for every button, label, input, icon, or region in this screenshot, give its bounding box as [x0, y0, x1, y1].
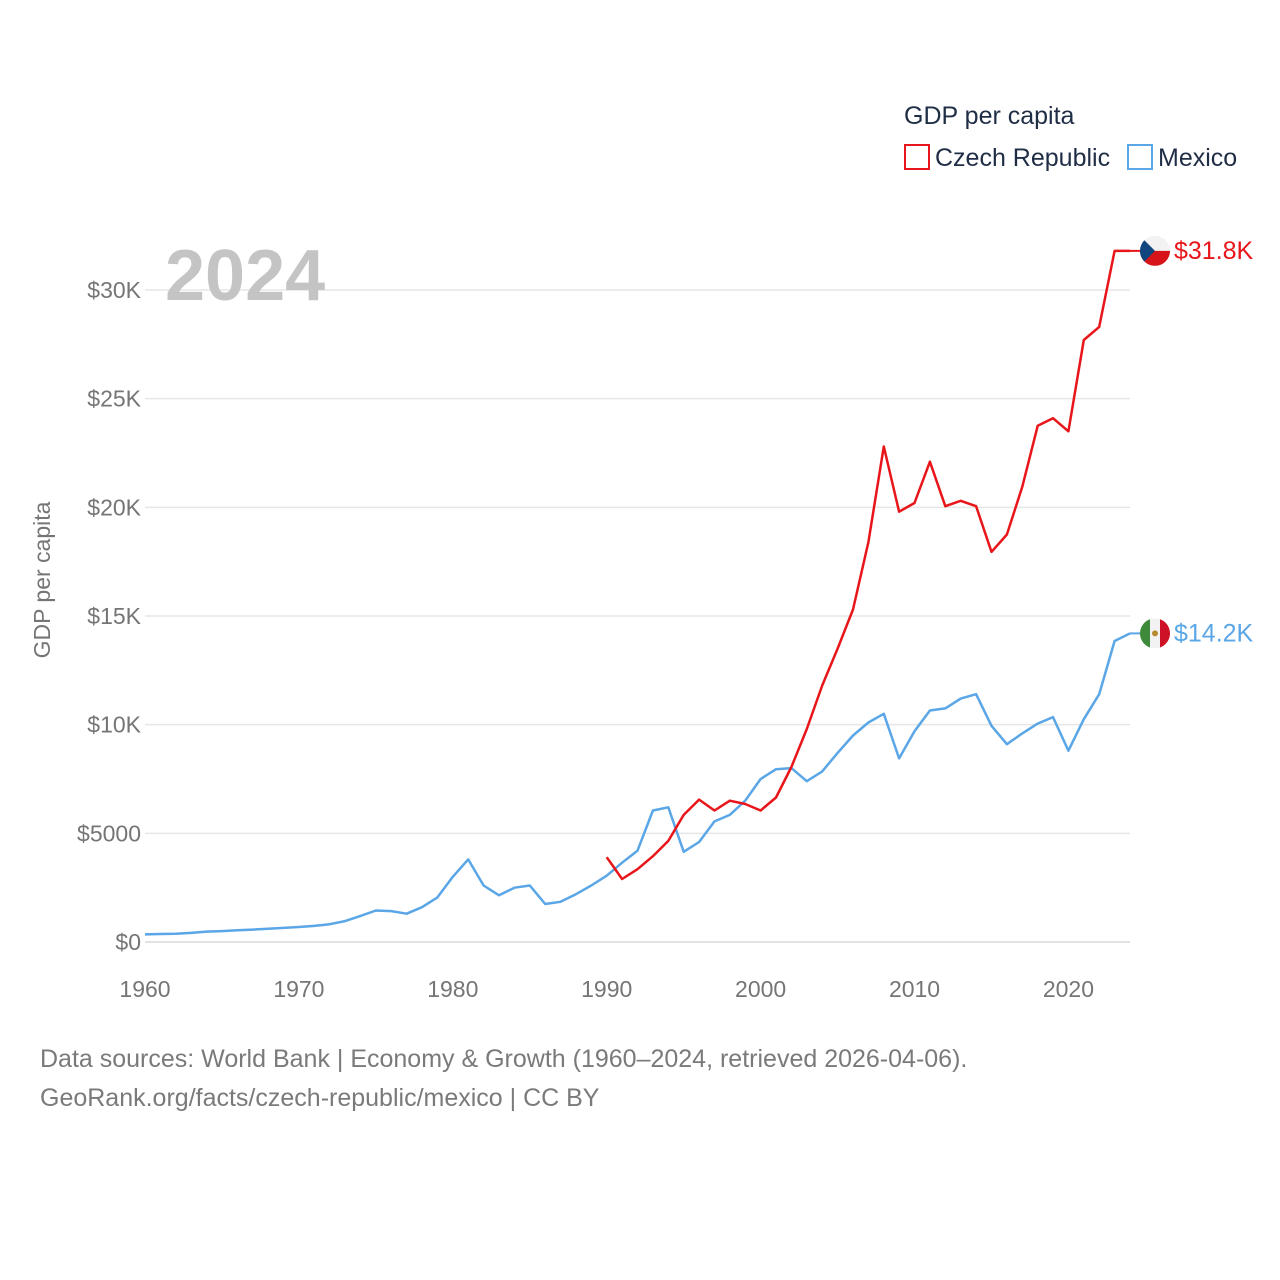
legend-label-mexico: Mexico	[1158, 144, 1237, 172]
legend-swatch-mexico	[1127, 144, 1153, 170]
y-tick-label: $20K	[87, 494, 141, 520]
series-line-mexico	[144, 632, 1131, 936]
czech-end-value: $31.8K	[1174, 237, 1254, 265]
y-tick-label: $10K	[87, 712, 141, 738]
legend-title: GDP per capita	[904, 102, 1075, 130]
legend-item-mexico[interactable]: Mexico	[1127, 144, 1237, 172]
x-tick-label: 2010	[889, 976, 940, 1002]
legend-swatch-czech-republic	[904, 144, 930, 170]
gridlines	[145, 289, 1130, 835]
legend: GDP per capita Czech Republic Mexico	[904, 102, 1237, 172]
x-tick-label: 1970	[273, 976, 324, 1002]
mexico-end-value: $14.2K	[1174, 619, 1254, 647]
x-tick-label: 2000	[735, 976, 786, 1002]
y-tick-label: $0	[115, 929, 141, 955]
x-tick-label: 1990	[581, 976, 632, 1002]
y-tick-label: $5000	[77, 820, 141, 846]
legend-item-czech-republic[interactable]: Czech Republic	[904, 144, 1110, 172]
y-tick-label: $25K	[87, 386, 141, 412]
legend-label-czech-republic: Czech Republic	[935, 144, 1110, 172]
source-line-2[interactable]: GeoRank.org/facts/czech-republic/mexico …	[40, 1084, 600, 1112]
x-tick-label: 2020	[1043, 976, 1094, 1002]
x-tick-label: 1980	[427, 976, 478, 1002]
y-tick-label: $30K	[87, 277, 141, 303]
y-axis-ticks: $0 $5000 $10K $15K $20K $25K $30K	[77, 277, 142, 955]
y-axis-title: GDP per capita	[29, 501, 55, 658]
source-note: Data sources: World Bank | Economy & Gro…	[40, 1040, 967, 1118]
y-tick-label: $15K	[87, 603, 141, 629]
mexico-end-marker: $14.2K	[1140, 618, 1254, 649]
series-lines	[144, 249, 1140, 936]
source-line-1: Data sources: World Bank | Economy & Gro…	[40, 1045, 968, 1073]
series-line-czech-republic	[605, 249, 1130, 881]
x-axis-ticks: 1960 1970 1980 1990 2000 2010 2020	[119, 976, 1094, 1002]
czech-flag-icon	[1140, 235, 1170, 266]
x-tick-label: 1960	[119, 976, 170, 1002]
year-label: 2024	[165, 236, 325, 316]
mexico-flag-icon	[1140, 618, 1170, 649]
czech-end-marker: $31.8K	[1140, 235, 1254, 266]
gdp-line-chart: $0 $5000 $10K $15K $20K $25K $30K 1960 1970 1980…	[29, 102, 1254, 1002]
